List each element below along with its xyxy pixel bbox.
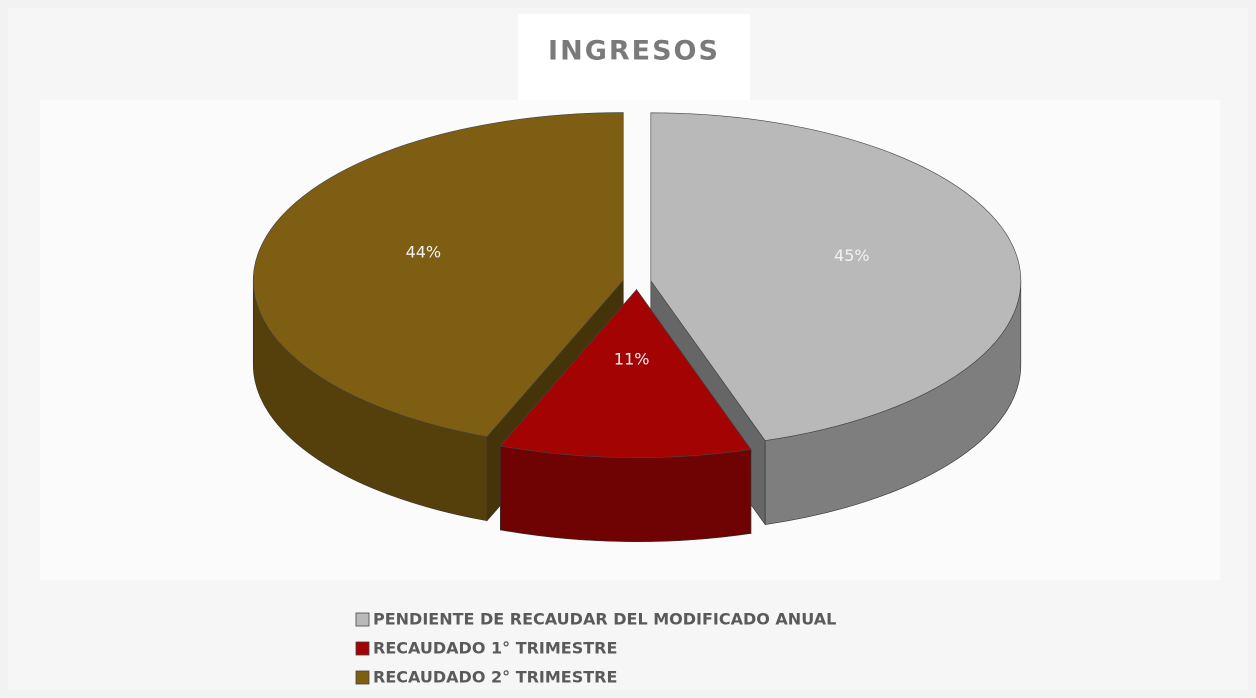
slice-top [499,289,752,458]
data-label: 11% [614,350,650,369]
data-label: 44% [406,243,442,262]
chart-title: INGRESOS [548,36,720,67]
legend-swatch [355,641,370,656]
slice [499,288,752,542]
legend-label: PENDIENTE DE RECAUDAR DEL MODIFICADO ANU… [373,610,836,629]
legend-swatch [355,670,370,685]
legend-label: RECAUDADO 2° TRIMESTRE [373,668,617,687]
slice-top [650,112,1022,441]
title-box [518,14,750,100]
slice-side [500,445,752,542]
legend-label: RECAUDADO 1° TRIMESTRE [373,639,617,658]
data-label: 45% [834,246,870,265]
slice-top [252,112,624,438]
legend-swatch [355,612,370,627]
